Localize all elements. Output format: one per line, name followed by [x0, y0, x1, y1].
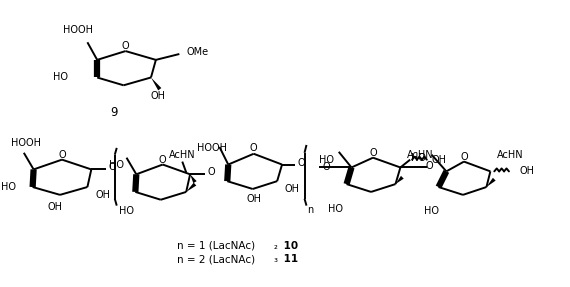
Text: O: O	[298, 158, 306, 168]
Polygon shape	[186, 183, 196, 192]
Text: OH: OH	[520, 166, 535, 177]
Text: AcHN: AcHN	[407, 150, 434, 160]
Text: n = 1 (LacNAc): n = 1 (LacNAc)	[177, 241, 255, 251]
Text: HO: HO	[424, 206, 439, 216]
Text: OH: OH	[95, 190, 110, 200]
Text: OH: OH	[246, 194, 261, 204]
Text: OH: OH	[150, 91, 165, 101]
Text: HO: HO	[1, 182, 16, 192]
Polygon shape	[151, 77, 161, 90]
Text: OH: OH	[431, 155, 447, 165]
Text: HO: HO	[328, 203, 343, 214]
Text: O: O	[159, 155, 166, 165]
Text: OH: OH	[48, 201, 63, 212]
Text: O: O	[322, 162, 330, 172]
Text: HO: HO	[109, 160, 124, 170]
Polygon shape	[190, 174, 197, 183]
Text: OMe: OMe	[186, 47, 208, 57]
Text: HO: HO	[119, 206, 134, 216]
Text: HO: HO	[53, 71, 68, 82]
Text: O: O	[369, 148, 377, 158]
Text: HOOH: HOOH	[63, 25, 92, 34]
Text: O: O	[109, 162, 116, 172]
Text: HO: HO	[411, 153, 426, 163]
Text: O: O	[207, 167, 215, 177]
Text: 9: 9	[110, 106, 117, 119]
Text: O: O	[426, 160, 434, 170]
Polygon shape	[396, 176, 404, 184]
Text: O: O	[460, 152, 468, 162]
Text: 10: 10	[280, 241, 298, 251]
Text: O: O	[58, 150, 66, 160]
Text: n: n	[307, 205, 314, 216]
Text: ₃: ₃	[273, 254, 277, 264]
Text: AcHN: AcHN	[497, 150, 524, 160]
Text: AcHN: AcHN	[169, 150, 196, 160]
Text: HOOH: HOOH	[11, 138, 41, 148]
Text: HO: HO	[319, 155, 334, 165]
Text: O: O	[250, 143, 258, 153]
Text: HOOH: HOOH	[197, 143, 227, 153]
Polygon shape	[486, 178, 496, 187]
Text: ₂: ₂	[273, 241, 277, 251]
Text: O: O	[122, 41, 129, 51]
Text: n = 2 (LacNAc): n = 2 (LacNAc)	[177, 254, 255, 264]
Text: 11: 11	[280, 254, 298, 264]
Text: OH: OH	[285, 184, 300, 194]
